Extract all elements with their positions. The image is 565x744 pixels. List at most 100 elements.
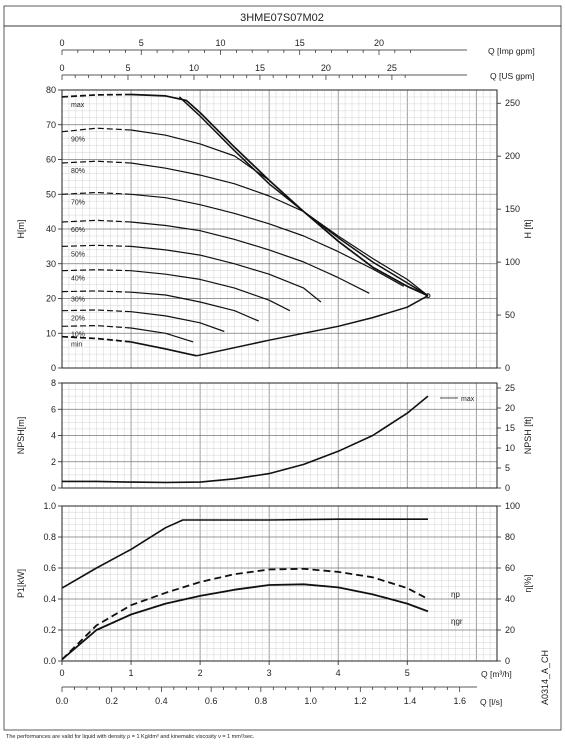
speed-label: 50% [71, 251, 85, 258]
series-line-10-dashed [61, 325, 132, 329]
ls-tick-label: 0.4 [155, 696, 168, 706]
npsh-series-label: max [461, 396, 475, 403]
series-line-60-dashed [61, 219, 132, 223]
right-axis-title: η[%] [523, 574, 533, 592]
right-tick-label: 10 [505, 443, 515, 453]
right-tick-label: 0 [505, 363, 510, 373]
right-tick-label: 100 [505, 501, 520, 511]
us-gpm-tick-label: 20 [321, 63, 331, 73]
ls-tick-label: 0.0 [56, 696, 69, 706]
right-axis-title: NPSH [ft] [523, 417, 533, 455]
right-tick-label: 60 [505, 563, 515, 573]
series-line-max-dashed [61, 93, 132, 98]
ls-tick-label: 1.2 [354, 696, 367, 706]
imp-gpm-tick-label: 5 [139, 38, 144, 48]
eta-gr-label: ηgr [451, 617, 463, 626]
left-tick-label: 1.0 [43, 501, 56, 511]
left-tick-label: 4 [51, 431, 56, 441]
x-tick-label: 5 [405, 668, 410, 678]
imp-gpm-tick-label: 0 [59, 38, 64, 48]
chart-title: 3HME07S07M02 [240, 12, 324, 24]
right-tick-label: 20 [505, 625, 515, 635]
document-code: A0314_A_CH [540, 650, 550, 705]
left-tick-label: 0.4 [43, 594, 56, 604]
speed-label: 40% [71, 276, 85, 283]
us-gpm-tick-label: 10 [189, 63, 199, 73]
series-line-max [62, 395, 429, 484]
left-tick-label: 6 [51, 404, 56, 414]
right-tick-label: 25 [505, 383, 515, 393]
speed-label: 10% [71, 331, 85, 338]
series-line--gr [61, 583, 429, 661]
left-tick-label: 20 [46, 294, 56, 304]
right-tick-label: 250 [505, 98, 520, 108]
right-tick-label: 40 [505, 594, 515, 604]
imp-gpm-tick-label: 10 [215, 38, 225, 48]
right-tick-label: 0 [505, 656, 510, 666]
series-line-70- [130, 193, 405, 287]
ls-tick-label: 1.4 [404, 696, 417, 706]
series-line-40-dashed [61, 269, 132, 272]
series-line-p1 [61, 518, 428, 589]
series-line-60- [130, 221, 370, 294]
x-tick-label: 2 [198, 668, 203, 678]
right-tick-label: 80 [505, 532, 515, 542]
right-tick-label: 0 [505, 483, 510, 493]
panel-frame-power-efficiency [61, 505, 498, 662]
x-axis-label: Q [m³/h] [481, 669, 512, 679]
ls-tick-label: 0.2 [105, 696, 118, 706]
left-tick-label: 40 [46, 224, 56, 234]
left-tick-label: 0.8 [43, 532, 56, 542]
speed-label: 70% [71, 199, 85, 206]
x-tick-label: 1 [129, 668, 134, 678]
us-gpm-tick-label: 0 [59, 63, 64, 73]
left-tick-label: 0 [51, 483, 56, 493]
left-axis-title: P1[kW] [16, 569, 26, 598]
speed-label: 20% [71, 316, 85, 323]
right-tick-label: 20 [505, 403, 515, 413]
left-tick-label: 70 [46, 120, 56, 130]
series-line-80-dashed [61, 160, 132, 164]
left-tick-label: 0.6 [43, 563, 56, 573]
left-axis-title: NPSH[m] [16, 417, 26, 455]
left-tick-label: 0 [51, 363, 56, 373]
ls-tick-label: 0.8 [255, 696, 268, 706]
right-tick-label: 50 [505, 310, 515, 320]
ls-tick-label: 1.0 [304, 696, 317, 706]
x-tick-label: 3 [267, 668, 272, 678]
us-gpm-tick-label: 25 [387, 63, 397, 73]
left-tick-label: 60 [46, 155, 56, 165]
series-line-min [130, 341, 197, 357]
x-tick-label: 4 [336, 668, 341, 678]
eta-p-label: ηp [451, 590, 460, 599]
series-line-90- [130, 129, 429, 297]
series-line-90-dashed [61, 127, 132, 133]
series-line-min-flow-limit [196, 295, 429, 357]
speed-label: 60% [71, 227, 85, 234]
series-line-20- [130, 311, 225, 333]
series-line-10- [130, 327, 194, 343]
us-gpm-tick-label: 15 [255, 63, 265, 73]
speed-label: 80% [71, 168, 85, 175]
imp-gpm-tick-label: 20 [374, 38, 384, 48]
series-line-50-dashed [61, 244, 132, 247]
series-line-30-dashed [61, 290, 132, 293]
left-tick-label: 10 [46, 328, 56, 338]
x-tick-label: 0 [59, 668, 64, 678]
right-tick-label: 100 [505, 257, 520, 267]
imp-gpm-axis-label: Q [Imp gpm] [488, 46, 535, 56]
left-tick-label: 80 [46, 85, 56, 95]
left-axis-title: H[m] [16, 220, 26, 239]
series-line--p [61, 567, 429, 661]
left-tick-label: 0.0 [43, 656, 56, 666]
left-tick-label: 30 [46, 259, 56, 269]
series-line-min-dashed [61, 335, 132, 343]
series-line-80- [130, 162, 429, 297]
left-tick-label: 50 [46, 189, 56, 199]
left-tick-label: 8 [51, 378, 56, 388]
series-line-70-dashed [61, 191, 132, 195]
speed-label: max [71, 102, 85, 109]
